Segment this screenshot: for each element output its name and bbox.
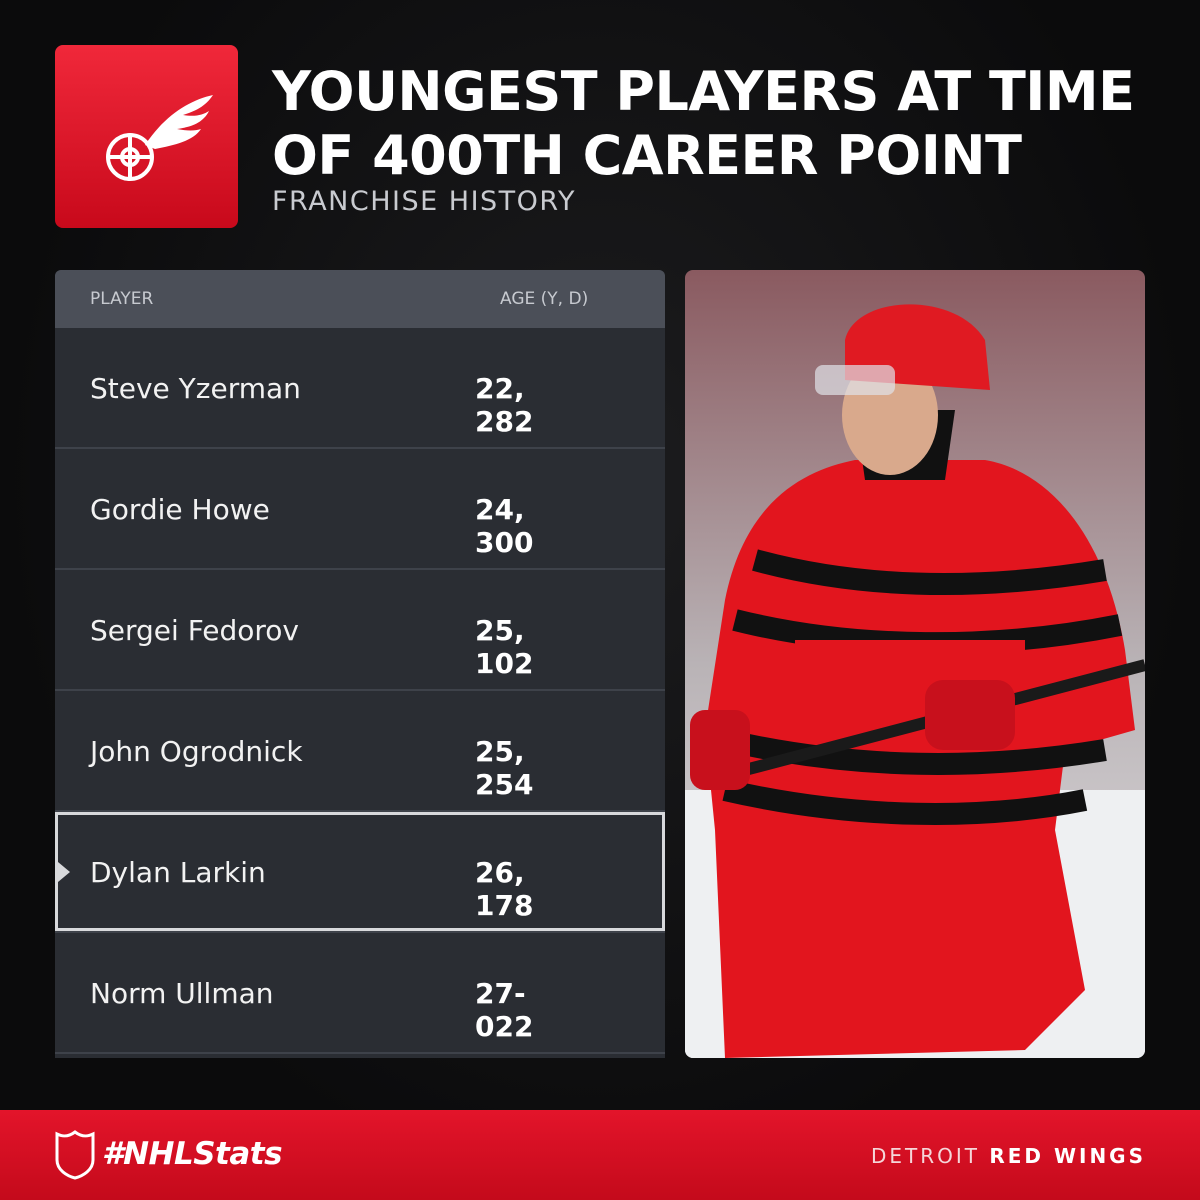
table-row: Steve Yzerman 22, 282 <box>55 328 665 449</box>
player-name: John Ogrodnick <box>90 735 303 768</box>
age: 26, 178 <box>475 856 534 922</box>
table: PLAYER AGE (Y, D) Steve Yzerman 22, 282 G… <box>55 270 665 1058</box>
hashtag: #NHLStats <box>102 1136 283 1172</box>
table-row: Norm Ullman 27-022 <box>55 933 665 1054</box>
player-photo <box>685 270 1145 1058</box>
age: 27-022 <box>475 977 534 1043</box>
player-name: Norm Ullman <box>90 977 274 1010</box>
nhl-shield <box>55 1130 95 1180</box>
column-header: AGE (Y, D) <box>500 289 589 309</box>
age: 22, 282 <box>475 372 534 438</box>
age: 25, 102 <box>475 614 534 680</box>
logo-icon <box>106 95 213 181</box>
player-name: Steve Yzerman <box>90 372 301 405</box>
column-header: PLAYER <box>90 289 154 309</box>
team-city: DETROIT <box>870 1144 980 1168</box>
team-name: RED WINGS <box>989 1144 1146 1168</box>
team-logo <box>55 45 238 228</box>
table-row: Gordie Howe 24, 300 <box>55 449 665 570</box>
age: 24, 300 <box>475 493 534 559</box>
age: 25, 254 <box>475 735 534 801</box>
table-header: PLAYER AGE (Y, D) <box>55 270 665 328</box>
table-row: Sergei Fedorov 25, 102 <box>55 570 665 691</box>
title-line: OF 400TH CAREER POINT <box>272 124 1022 187</box>
photo-illustration <box>685 270 1145 1058</box>
player-name: Gordie Howe <box>90 493 270 526</box>
team-wordmark: DETROIT RED WINGS <box>871 1144 1146 1168</box>
highlighted-row: Dylan Larkin 26, 178 <box>55 812 665 933</box>
title: YOUNGEST PLAYERS AT TIME OF 400TH CAREER… <box>272 60 1135 188</box>
subtitle: FRANCHISE HISTORY <box>272 186 576 217</box>
player-name: Dylan Larkin <box>90 856 266 889</box>
player-name: Sergei Fedorov <box>90 614 300 647</box>
title-line: YOUNGEST PLAYERS AT TIME <box>272 60 1135 123</box>
footer: #NHLStats DETROIT RED WINGS <box>0 1110 1200 1200</box>
table-row: John Ogrodnick 25, 254 <box>55 691 665 812</box>
